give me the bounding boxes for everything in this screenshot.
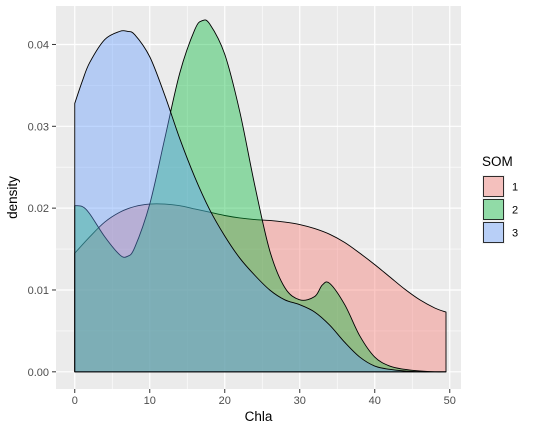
legend-title: SOM — [482, 154, 513, 169]
x-tick-label: 10 — [144, 395, 156, 407]
legend-key-bg — [482, 198, 505, 221]
legend-key-bg — [482, 175, 505, 198]
y-tick-label: 0.02 — [28, 203, 49, 215]
legend-label-som-3: 3 — [512, 228, 518, 240]
x-tick-label: 30 — [294, 395, 306, 407]
y-tick-label: 0.03 — [28, 121, 49, 133]
x-tick-label: 40 — [369, 395, 381, 407]
tick-labels: 0 10 20 30 40 50 0.00 0.01 0.02 0.03 0.04 — [28, 39, 456, 407]
x-tick-label: 50 — [444, 395, 456, 407]
legend-key-som-1 — [483, 176, 504, 197]
x-axis-title: Chla — [245, 409, 273, 424]
legend-key-som-3 — [483, 222, 504, 243]
y-tick-label: 0.01 — [28, 285, 49, 297]
legend-label-som-1: 1 — [512, 182, 518, 194]
density-area-som-3 — [74, 30, 447, 373]
density-area-som-1 — [74, 203, 447, 373]
legend-label-som-2: 2 — [512, 205, 518, 217]
density-areas — [74, 19, 447, 373]
axis-ticks — [52, 43, 451, 393]
y-tick-label: 0.04 — [28, 39, 49, 51]
y-tick-label: 0.00 — [28, 367, 49, 379]
density-area-som-2 — [74, 19, 447, 373]
grid-minor — [56, 6, 461, 389]
y-axis-title: density — [5, 176, 20, 219]
legend-key-bg — [482, 221, 505, 244]
x-tick-label: 20 — [219, 395, 231, 407]
x-tick-label: 0 — [72, 395, 78, 407]
legend: SOM 1 2 3 — [482, 154, 518, 244]
plot-panel — [56, 6, 461, 389]
legend-key-som-2 — [483, 199, 504, 220]
